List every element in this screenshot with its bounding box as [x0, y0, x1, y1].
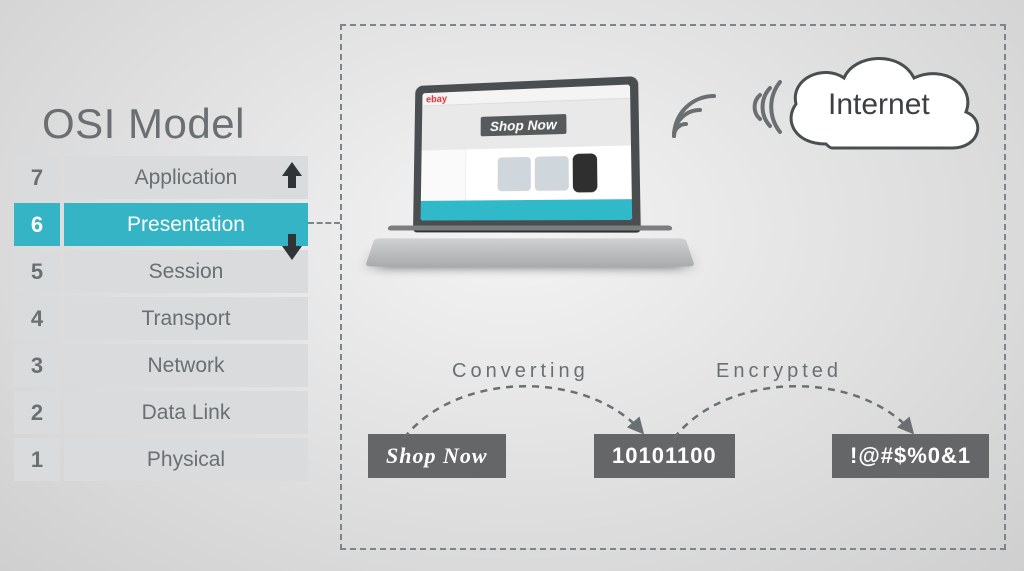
site-products: [466, 145, 632, 200]
internet-cloud: Internet: [772, 48, 992, 168]
osi-num: 3: [14, 344, 60, 387]
osi-label: Presentation: [64, 203, 308, 246]
laptop-hinge: [387, 226, 672, 231]
site-banner: [421, 199, 633, 220]
laptop-screen: ebay Shop Now: [421, 85, 633, 221]
osi-num: 6: [14, 203, 60, 246]
osi-row-transport: 4 Transport: [14, 297, 308, 340]
chain-arc-2: [668, 378, 918, 448]
product-thumb: [498, 157, 531, 191]
osi-label: Application: [64, 156, 308, 199]
site-body: [421, 145, 632, 200]
shop-now-badge: Shop Now: [480, 114, 566, 136]
laptop: ebay Shop Now: [370, 80, 690, 300]
osi-num: 2: [14, 391, 60, 434]
product-thumb: [573, 153, 598, 192]
osi-row-application: 7 Application: [14, 156, 308, 199]
wifi-icon: [666, 84, 726, 144]
chain-arc-1: [398, 378, 648, 448]
osi-num: 7: [14, 156, 60, 199]
cloud-label: Internet: [828, 88, 930, 122]
presentation-connector: [308, 222, 340, 224]
osi-row-physical: 1 Physical: [14, 438, 308, 481]
product-thumb: [535, 156, 569, 191]
osi-row-session: 5 Session: [14, 250, 308, 293]
osi-row-network: 3 Network: [14, 344, 308, 387]
laptop-base: [365, 238, 695, 266]
osi-label: Data Link: [64, 391, 308, 434]
osi-label: Transport: [64, 297, 308, 340]
osi-label: Network: [64, 344, 308, 387]
site-sidebar: [421, 149, 466, 201]
site-logo: ebay: [426, 94, 447, 105]
diagram-stage: OSI Model 7 Application 6 Presentation 5…: [0, 0, 1024, 571]
osi-row-datalink: 2 Data Link: [14, 391, 308, 434]
site-hero: Shop Now: [422, 99, 631, 151]
osi-num: 4: [14, 297, 60, 340]
osi-table: 7 Application 6 Presentation 5 Session 4…: [14, 156, 308, 485]
arrow-down-icon: [280, 232, 304, 262]
arrow-up-icon: [280, 160, 304, 190]
osi-num: 5: [14, 250, 60, 293]
osi-label: Physical: [64, 438, 308, 481]
osi-label: Session: [64, 250, 308, 293]
osi-row-presentation: 6 Presentation: [14, 203, 308, 246]
osi-title: OSI Model: [42, 100, 245, 148]
osi-num: 1: [14, 438, 60, 481]
